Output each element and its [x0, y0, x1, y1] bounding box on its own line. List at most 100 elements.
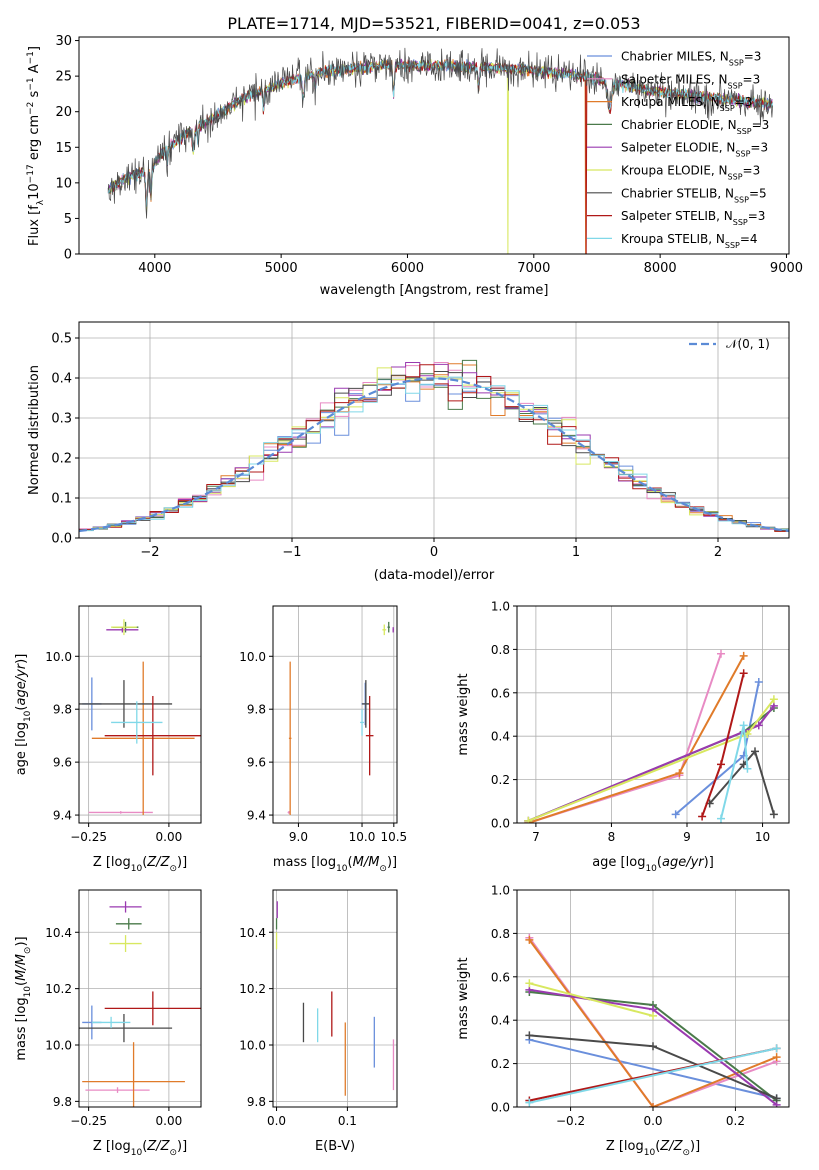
label-part: −1: [26, 51, 36, 64]
label-part: M/M: [353, 855, 380, 870]
mass-vs-Z-axes: −0.25 0.00 9.8 10.0 10.2 10.4: [45, 889, 202, 1128]
label-part: Z/Z: [659, 1139, 683, 1154]
legend-name: Chabrier ELODIE, N: [621, 118, 737, 132]
weight-marker-chabrier-stelib: [525, 1031, 534, 1040]
y-tick-label: 9.4: [53, 809, 72, 823]
label-part: age [log: [592, 855, 645, 870]
x-tick-label: 0.1: [338, 1114, 357, 1128]
y-tick-label: 9.8: [53, 1095, 72, 1109]
label-part: 10: [645, 864, 657, 874]
x-tick-label: −0.25: [70, 1114, 107, 1128]
y-tick-label: 0.2: [51, 452, 72, 467]
weight-marker-kroupa-stelib: [743, 764, 752, 773]
residuals-xlabel: (data-model)/error: [374, 568, 495, 583]
label-part: )]: [14, 936, 29, 946]
weight-line-chabrier-elodie: [527, 707, 775, 822]
y-tick-label: 9.6: [247, 756, 266, 770]
legend-sub: SSP: [725, 240, 740, 249]
label-part: −1: [26, 77, 36, 90]
x-tick-label: 7: [532, 830, 540, 844]
y-tick-label: 9.6: [53, 756, 72, 770]
spectrum-ylabel: Flux [fλ10−17 erg cm−2 s−1 A−1]: [26, 46, 46, 246]
mass-vs-Z-plot-area: [79, 901, 201, 1107]
label-part: (: [142, 855, 147, 870]
y-tick-label: 0.6: [491, 970, 510, 984]
legend-label-kroupa-stelib: Kroupa STELIB, NSSP=4: [621, 232, 758, 250]
mass-vs-EBV-xlabel: E(B-V): [315, 1139, 355, 1154]
x-tick-label: 2: [714, 545, 722, 560]
y-tick-label: 0.4: [491, 1014, 510, 1028]
y-tick-label: 0.8: [491, 643, 510, 657]
legend-label-chabrier-stelib: Chabrier STELIB, NSSP=5: [621, 186, 767, 204]
label-part: )]: [704, 855, 714, 870]
weight-marker-chabrier-stelib: [751, 747, 759, 756]
x-tick-label: 9000: [770, 261, 803, 276]
label-part: Z/Z: [146, 1139, 170, 1154]
weight-line-salpeter-elodie: [527, 705, 775, 822]
weight-marker-kroupa-miles: [675, 769, 684, 778]
label-part: 10: [336, 864, 348, 874]
y-tick-label: 0.5: [51, 332, 72, 347]
label-part: )]: [177, 855, 187, 870]
legend-name: Chabrier STELIB, N: [621, 186, 734, 200]
label-part: Z [log: [93, 1139, 131, 1154]
x-tick-label: −0.2: [556, 1114, 585, 1128]
weight-marker-chabrier-miles: [754, 677, 763, 686]
weight-marker-kroupa-miles: [739, 651, 748, 660]
legend-value: =3: [744, 50, 762, 64]
y-tick-label: 10.0: [239, 650, 266, 664]
y-tick-label: 0.4: [491, 730, 510, 744]
x-tick-label: 10: [755, 830, 770, 844]
mass-vs-EBV-plot-area: [275, 901, 395, 1096]
age-vs-Z-frame: [78, 605, 202, 824]
weight-marker-kroupa-miles: [525, 935, 534, 944]
x-tick-label: 6000: [391, 261, 424, 276]
label-part: )]: [177, 1139, 187, 1154]
y-tick-label: 0.0: [51, 532, 72, 547]
legend-name: Chabrier MILES, N: [621, 50, 729, 64]
age-vs-Z-ylabel: age [log10(age/yr)]: [14, 654, 33, 776]
x-tick-label: −2: [140, 545, 159, 560]
x-tick-label: 5000: [265, 261, 298, 276]
y-tick-label: 0.6: [491, 686, 510, 700]
legend-sub: SSP: [735, 149, 750, 158]
y-tick-label: 0.8: [491, 927, 510, 941]
weight-marker-kroupa-stelib: [772, 1044, 781, 1053]
y-tick-label: 30: [55, 34, 72, 49]
age-vs-mass-xlabel: mass [log10(M/M⊙)]: [273, 855, 397, 874]
age-vs-mass-frame: [272, 605, 398, 824]
label-part: age [log: [14, 722, 29, 775]
legend-name: Salpeter STELIB, N: [621, 209, 733, 223]
age-vs-Z-axes: −0.25 0.00 9.4 9.6 9.8 10.0: [45, 605, 202, 844]
label-part: age/yr: [14, 662, 29, 705]
residuals-plot-area: [79, 359, 789, 534]
y-tick-label: 10.0: [239, 1039, 266, 1053]
weight-marker-kroupa-elodie: [769, 695, 778, 704]
label-part: (: [657, 855, 662, 870]
legend-label-chabrier-miles: Chabrier MILES, NSSP=3: [621, 50, 761, 68]
y-tick-label: 9.8: [53, 703, 72, 717]
legend-sub: SSP: [728, 172, 743, 181]
x-tick-label: 10.0: [349, 830, 376, 844]
y-tick-label: 9.8: [247, 703, 266, 717]
weight-line-kroupa-elodie: [529, 982, 654, 1017]
label-part: (: [14, 706, 29, 711]
label-part: (: [655, 1139, 660, 1154]
legend-label-salpeter-miles: Salpeter MILES, NSSP=3: [621, 72, 760, 90]
y-tick-label: 0.0: [491, 817, 510, 831]
weight-vs-age-frame: [516, 605, 790, 824]
label-part: ⊙: [682, 1148, 690, 1158]
weight-marker-chabrier-stelib: [769, 810, 778, 819]
label-part: 10: [23, 710, 33, 722]
weight-marker-kroupa-elodie: [649, 1011, 657, 1020]
label-part: (: [14, 981, 29, 986]
legend-name: Salpeter ELODIE, N: [621, 141, 735, 155]
spectrum-line-chabrier-stelib: [107, 47, 773, 219]
y-tick-label: 10.2: [45, 982, 72, 996]
label-part: 10: [23, 986, 33, 998]
label-part: age/yr: [662, 855, 705, 870]
y-tick-label: 1.0: [491, 600, 510, 614]
label-part: M/M: [14, 954, 29, 981]
legend-value: =3: [752, 118, 770, 132]
legend-sub: SSP: [729, 58, 744, 67]
